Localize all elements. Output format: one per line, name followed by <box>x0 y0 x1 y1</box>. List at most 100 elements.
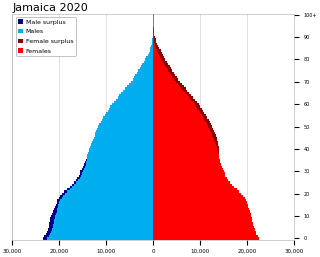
Bar <box>54 208 57 210</box>
Bar <box>80 170 83 172</box>
Bar <box>153 192 241 195</box>
Bar <box>145 58 153 61</box>
Bar <box>209 128 213 130</box>
Bar <box>85 166 153 168</box>
Bar <box>153 175 226 177</box>
Bar <box>153 61 163 63</box>
Bar <box>137 72 153 74</box>
Bar <box>121 92 153 94</box>
Bar <box>109 107 153 110</box>
Bar <box>153 150 218 152</box>
Bar <box>47 231 51 233</box>
Bar <box>72 186 153 188</box>
Bar <box>153 38 154 40</box>
Bar <box>110 105 153 107</box>
Bar <box>103 116 153 119</box>
Bar <box>51 215 55 217</box>
Bar <box>153 67 167 69</box>
Bar <box>153 99 191 101</box>
Bar <box>152 43 153 45</box>
Text: Jamaica 2020: Jamaica 2020 <box>12 3 88 13</box>
Bar <box>203 116 207 119</box>
Legend: Male surplus, Males, Female surplus, Females: Male surplus, Males, Female surplus, Fem… <box>16 17 76 56</box>
Bar <box>153 49 157 52</box>
Bar <box>148 54 153 56</box>
Bar <box>218 150 219 152</box>
Bar <box>153 177 227 179</box>
Bar <box>79 172 82 175</box>
Bar <box>193 101 197 103</box>
Bar <box>76 181 153 183</box>
Bar <box>218 152 219 154</box>
Bar <box>153 40 154 43</box>
Bar <box>117 96 153 99</box>
Bar <box>86 161 153 163</box>
Bar <box>160 56 164 58</box>
Bar <box>216 143 219 145</box>
Bar <box>54 222 153 224</box>
Bar <box>153 110 199 112</box>
Bar <box>199 110 203 112</box>
Bar <box>153 224 253 226</box>
Bar <box>102 119 153 121</box>
Bar <box>123 90 153 92</box>
Bar <box>153 134 212 136</box>
Bar <box>46 233 50 235</box>
Bar <box>164 63 168 65</box>
Bar <box>178 83 182 85</box>
Bar <box>217 148 219 150</box>
Bar <box>172 76 177 78</box>
Bar <box>70 186 72 188</box>
Bar <box>87 154 153 157</box>
Bar <box>153 190 239 192</box>
Bar <box>91 143 153 145</box>
Bar <box>183 90 188 92</box>
Bar <box>89 148 153 150</box>
Bar <box>86 159 153 161</box>
Bar <box>153 228 255 231</box>
Bar <box>78 179 153 181</box>
Bar <box>85 161 86 163</box>
Bar <box>82 168 84 170</box>
Bar <box>181 87 186 90</box>
Bar <box>153 103 195 105</box>
Bar <box>84 168 153 170</box>
Bar <box>153 65 165 67</box>
Bar <box>60 199 153 201</box>
Bar <box>191 99 195 101</box>
Bar <box>89 150 153 152</box>
Bar <box>153 237 259 240</box>
Bar <box>154 40 156 43</box>
Bar <box>53 226 153 228</box>
Bar <box>200 112 204 114</box>
Bar <box>88 152 153 154</box>
Bar <box>125 87 153 90</box>
Bar <box>154 38 156 40</box>
Bar <box>215 141 218 143</box>
Bar <box>56 204 58 206</box>
Bar <box>49 226 53 228</box>
Bar <box>65 190 67 192</box>
Bar <box>153 210 250 213</box>
Bar <box>153 114 202 116</box>
Bar <box>48 228 52 231</box>
Bar <box>168 69 172 72</box>
Bar <box>165 65 170 67</box>
Bar <box>100 121 153 123</box>
Bar <box>132 78 153 81</box>
Bar <box>204 119 209 121</box>
Bar <box>142 63 153 65</box>
Bar <box>153 136 213 139</box>
Bar <box>153 116 203 119</box>
Bar <box>97 128 153 130</box>
Bar <box>70 188 153 190</box>
Bar <box>153 78 174 81</box>
Bar <box>86 157 87 159</box>
Bar <box>83 170 153 172</box>
Bar <box>58 206 153 208</box>
Bar <box>153 235 258 237</box>
Bar <box>155 45 158 47</box>
Bar <box>86 163 153 166</box>
Bar <box>153 105 196 107</box>
Bar <box>153 94 187 96</box>
